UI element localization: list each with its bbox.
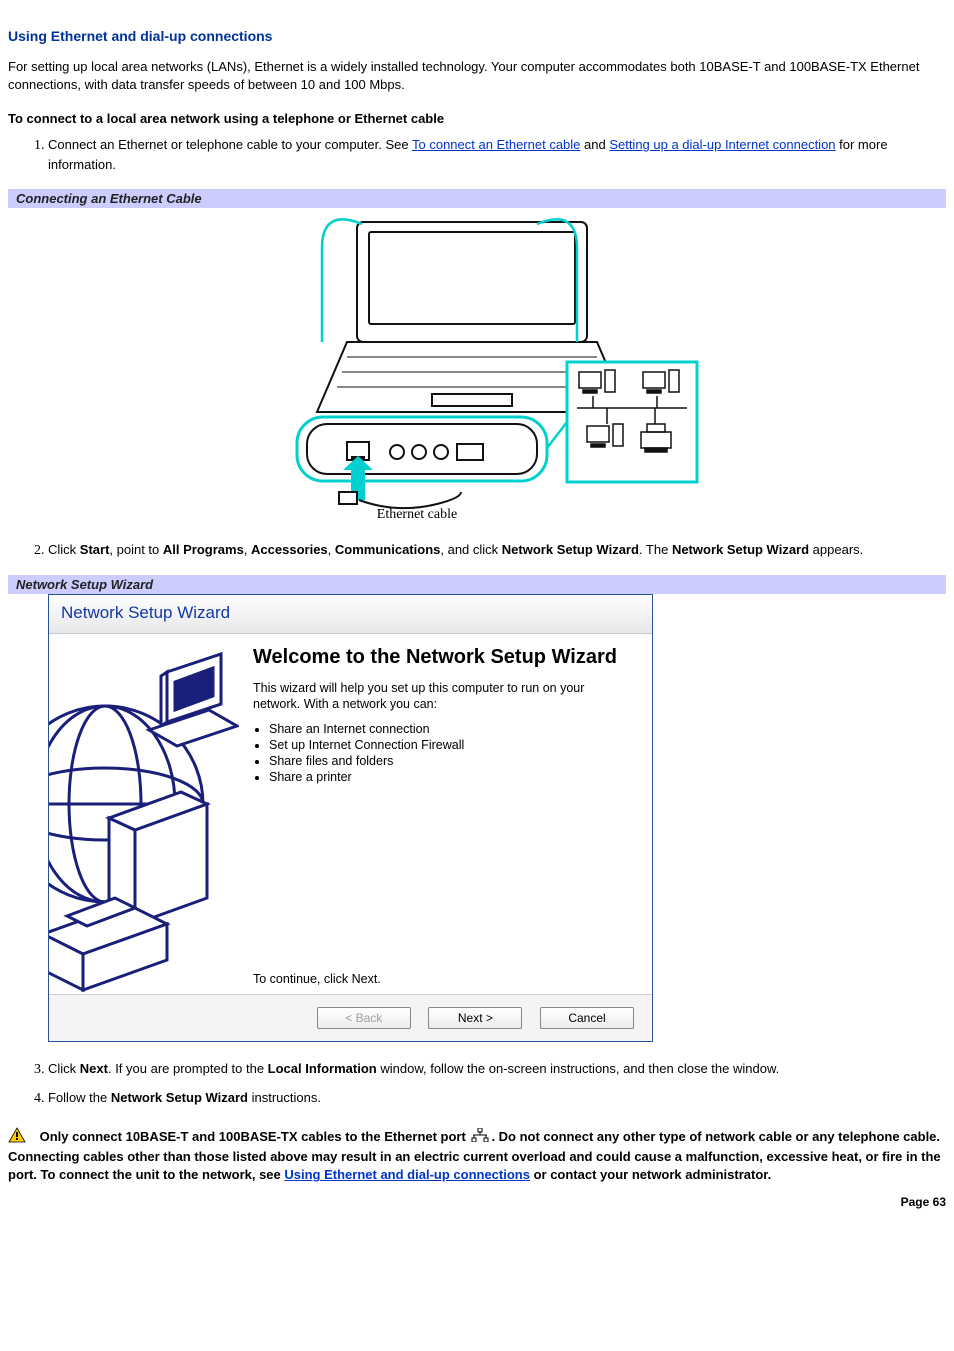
caption-ethernet: Connecting an Ethernet Cable	[8, 189, 946, 208]
warning-note: Only connect 10BASE-T and 100BASE-TX cab…	[8, 1127, 946, 1185]
link-connect-ethernet[interactable]: To connect an Ethernet cable	[412, 137, 580, 152]
link-using-ethernet[interactable]: Using Ethernet and dial-up connections	[284, 1167, 530, 1182]
ethernet-figure: Ethernet cable	[8, 212, 946, 525]
page-title: Using Ethernet and dial-up connections	[8, 28, 946, 44]
wizard-bullet: Share files and folders	[269, 754, 630, 768]
step-3: Click Next. If you are prompted to the L…	[48, 1060, 946, 1080]
intro-paragraph: For setting up local area networks (LANs…	[8, 58, 946, 93]
wizard-cancel-button[interactable]: Cancel	[540, 1007, 634, 1029]
step-4: Follow the Network Setup Wizard instruct…	[48, 1089, 946, 1109]
wizard-bullets: Share an Internet connection Set up Inte…	[253, 722, 630, 786]
ethernet-cable-label: Ethernet cable	[377, 507, 457, 522]
wizard-next-button[interactable]: Next >	[428, 1007, 522, 1029]
warning-icon	[8, 1127, 26, 1148]
step-1: Connect an Ethernet or telephone cable t…	[48, 136, 946, 175]
ethernet-port-icon	[471, 1128, 489, 1147]
wizard-continue-text: To continue, click Next.	[253, 972, 630, 986]
subheading: To connect to a local area network using…	[8, 111, 946, 126]
wizard-bullet: Share a printer	[269, 770, 630, 784]
wizard-intro: This wizard will help you set up this co…	[253, 681, 630, 712]
wizard-back-button[interactable]: < Back	[317, 1007, 411, 1029]
wizard-bullet: Set up Internet Connection Firewall	[269, 738, 630, 752]
wizard-heading: Welcome to the Network Setup Wizard	[253, 646, 630, 669]
wizard-bullet: Share an Internet connection	[269, 722, 630, 736]
wizard-screenshot: Network Setup Wizard	[48, 594, 946, 1042]
step-2: Click Start, point to All Programs, Acce…	[48, 541, 946, 561]
page-number: Page 63	[8, 1195, 946, 1209]
caption-wizard: Network Setup Wizard	[8, 575, 946, 594]
link-dialup-setup[interactable]: Setting up a dial-up Internet connection	[609, 137, 835, 152]
wizard-sidebar-art	[49, 634, 239, 994]
wizard-titlebar: Network Setup Wizard	[49, 595, 652, 634]
